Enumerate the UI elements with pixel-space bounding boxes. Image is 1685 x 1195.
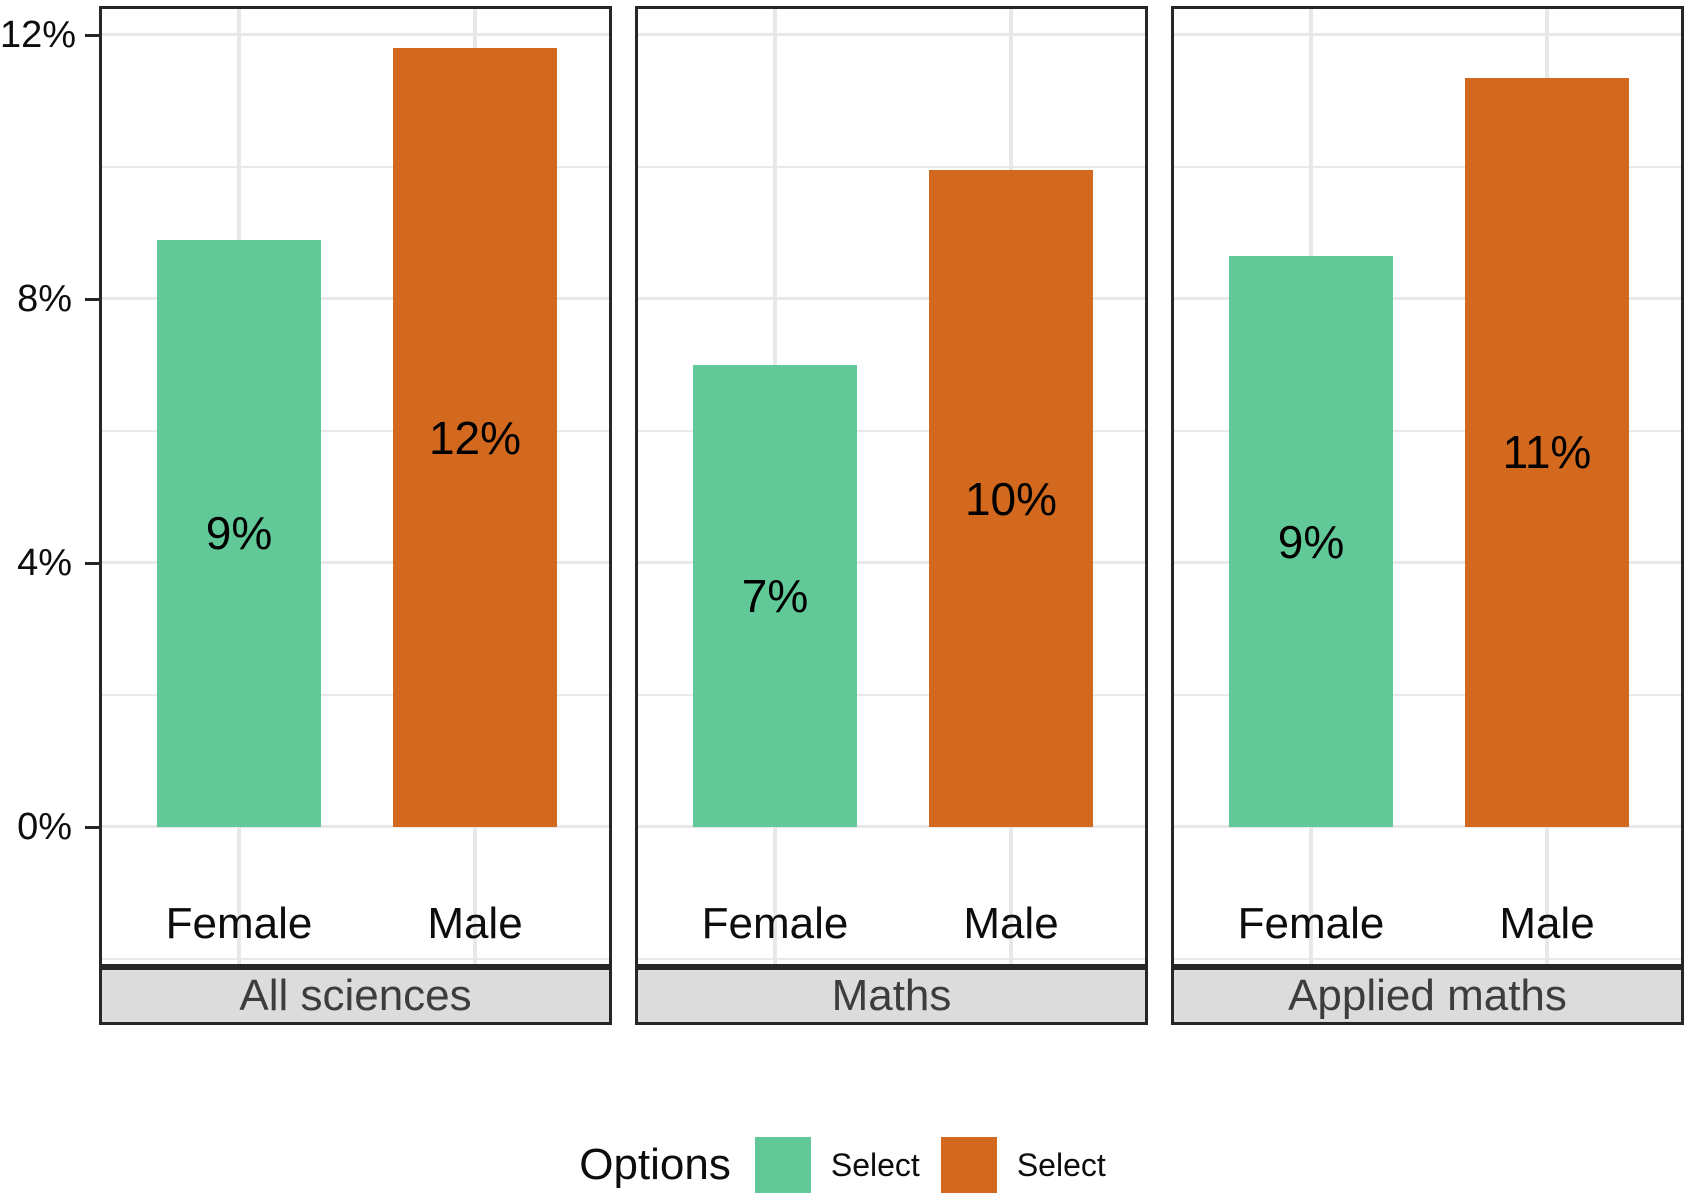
gridline-major [1174, 825, 1681, 828]
facet-panel: 9% Female 12% Male [99, 6, 612, 967]
gridline-minor [102, 694, 609, 696]
x-category-label: Male [1499, 899, 1595, 948]
bar-female [693, 365, 857, 827]
gridline-minor [1174, 958, 1681, 960]
facet-strip: Applied maths [1171, 967, 1684, 1025]
gridline-major [1174, 33, 1681, 36]
y-tick-mark [85, 33, 99, 37]
y-tick-label: 0% [17, 806, 72, 848]
facet-strip-label: All sciences [239, 971, 472, 1020]
gridline-major [102, 561, 609, 564]
x-category-label: Male [963, 899, 1059, 948]
x-category-label: Male [427, 899, 523, 948]
bar-value-label: 11% [1502, 426, 1592, 479]
facet-strip: Maths [635, 967, 1148, 1025]
gridline-major [638, 561, 1145, 564]
legend-swatch [940, 1137, 997, 1193]
gridline-minor [1174, 166, 1681, 168]
gridline-major [638, 297, 1145, 300]
gridline-major [638, 825, 1145, 828]
gridline-minor [102, 958, 609, 960]
facet-panel: 7% Female 10% Male [635, 6, 1148, 967]
bar-value-label: 9% [205, 507, 273, 560]
gridline-major [102, 297, 609, 300]
gridline-minor [1174, 430, 1681, 432]
y-tick-mark [85, 297, 99, 301]
gridline-major [102, 825, 609, 828]
bar-value-label: 12% [428, 411, 522, 464]
gridline-minor [638, 166, 1145, 168]
gridline-minor [638, 430, 1145, 432]
facet-panel: 9% Female 11% Male [1171, 6, 1684, 967]
legend-entries: Select Select [754, 1137, 1106, 1193]
bar-value-label: 9% [1277, 515, 1345, 568]
legend-title: Options [579, 1140, 731, 1189]
gridline-minor [638, 694, 1145, 696]
facet-strip-label: Applied maths [1288, 971, 1567, 1020]
legend-entry: Select [754, 1137, 920, 1193]
x-category-label: Female [701, 899, 849, 948]
y-tick-mark [85, 825, 99, 829]
bar-male [929, 170, 1093, 827]
gridline-minor [102, 430, 609, 432]
bar-value-label: 10% [964, 472, 1058, 525]
bar-value-label: 7% [741, 570, 809, 622]
bar-male [393, 48, 557, 827]
bar-male [1465, 77, 1629, 827]
legend-entry-label: Select [1016, 1147, 1106, 1183]
legend-swatch [754, 1137, 811, 1193]
gridline-major [1174, 561, 1681, 564]
x-category-label: Female [1237, 899, 1385, 948]
facet-strip-label: Maths [831, 971, 952, 1020]
y-tick-label: 4% [17, 542, 72, 584]
y-tick-label: 8% [17, 278, 72, 320]
x-category-label: Female [165, 899, 313, 948]
bar-female [157, 239, 321, 827]
facet: 9% Female 11% Male Applied maths [1171, 6, 1684, 1025]
gridline-major [638, 33, 1145, 36]
y-tick-label: 12% [0, 14, 77, 56]
bar-female [1229, 256, 1393, 827]
legend-entry-label: Select [830, 1147, 920, 1183]
gridline-major [1174, 297, 1681, 300]
y-tick-mark [85, 561, 99, 565]
legend: Options Select Select [0, 1137, 1685, 1193]
gridline-major [102, 33, 609, 36]
gridline-minor [102, 166, 609, 168]
facet: 9% Female 12% Male All sciences [99, 6, 612, 1025]
facet: 7% Female 10% Male Maths [635, 6, 1148, 1025]
gridline-minor [1174, 694, 1681, 696]
facet-strip: All sciences [99, 967, 612, 1025]
gridline-minor [638, 958, 1145, 960]
y-axis: 0% 4% 8% 12% [0, 0, 99, 1030]
legend-entry: Select [940, 1137, 1106, 1193]
